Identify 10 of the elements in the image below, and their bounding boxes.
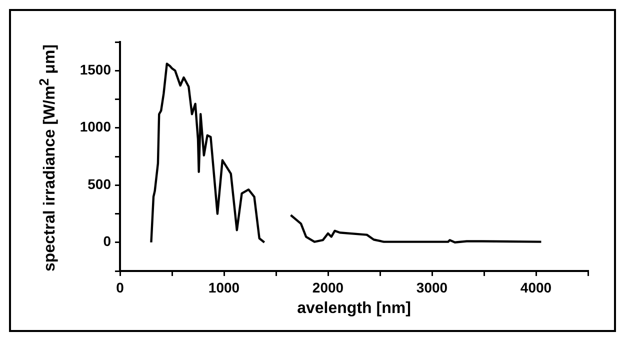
x-tick-label: 2000 [312, 279, 344, 296]
x-axis-title: avelength [nm] [297, 300, 411, 318]
x-tick-label: 3000 [416, 279, 448, 296]
x-tick-label: 1000 [208, 279, 240, 296]
x-tick-label: 0 [116, 279, 124, 296]
y-tick-label: 1500 [80, 61, 112, 78]
y-tick-label: 1000 [80, 118, 112, 135]
x-tick-label: 4000 [520, 279, 552, 296]
y-tick-label: 0 [103, 233, 112, 250]
y-tick-label: 500 [88, 176, 112, 192]
